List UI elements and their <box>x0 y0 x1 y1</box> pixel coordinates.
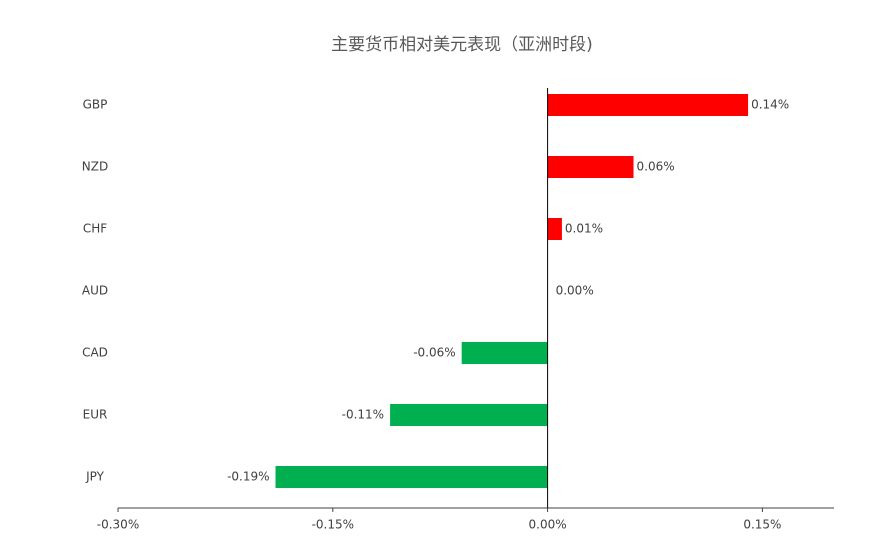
x-tick-label: 0.15% <box>743 518 781 532</box>
y-tick-label: CHF <box>83 222 107 236</box>
y-tick-label: EUR <box>83 408 108 422</box>
value-label: 0.06% <box>637 160 675 174</box>
bar <box>461 342 548 364</box>
x-tick-label: 0.00% <box>529 518 567 532</box>
y-tick-label: GBP <box>83 98 108 112</box>
x-tick-label: -0.30% <box>97 518 139 532</box>
y-tick-label: NZD <box>82 160 108 174</box>
bar <box>547 94 749 116</box>
bar <box>275 466 548 488</box>
value-label: -0.19% <box>227 470 269 484</box>
value-label: -0.11% <box>342 408 384 422</box>
value-label: 0.14% <box>751 98 789 112</box>
value-label: 0.01% <box>565 222 603 236</box>
y-tick-label: AUD <box>82 284 108 298</box>
y-tick-label: CAD <box>82 346 108 360</box>
bar <box>547 156 634 178</box>
bar <box>390 404 548 426</box>
bar <box>547 218 562 240</box>
value-label: 0.00% <box>556 284 594 298</box>
chart-title: 主要货币相对美元表现（亚洲时段) <box>331 35 593 55</box>
x-tick-label: -0.15% <box>312 518 354 532</box>
value-label: -0.06% <box>413 346 455 360</box>
y-tick-label: JPY <box>85 470 105 484</box>
